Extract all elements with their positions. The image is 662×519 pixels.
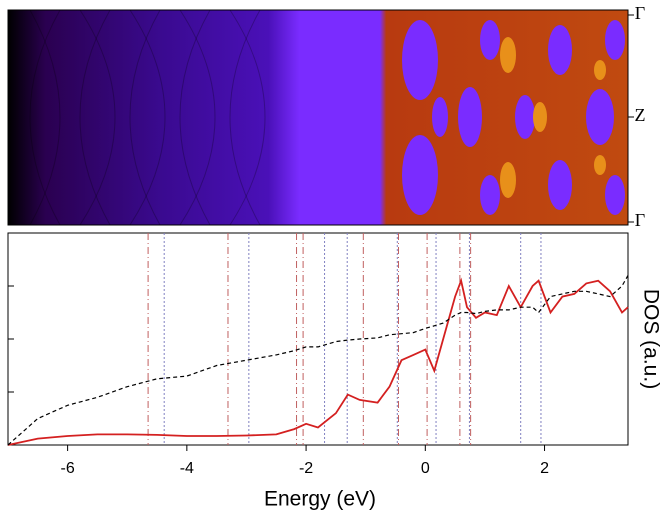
- x-tick-label: -6: [60, 460, 74, 477]
- kpoint-label: Γ: [635, 210, 645, 230]
- x-tick-label: 0: [421, 460, 430, 477]
- dos-line: [7, 277, 629, 446]
- heatmap-waves: [29, 9, 266, 226]
- heatmap-pattern: [402, 20, 625, 215]
- kpoint-label: Z: [635, 105, 646, 125]
- x-axis-label: Energy (eV): [264, 488, 376, 511]
- x-tick-label: 2: [540, 460, 549, 477]
- x-tick-label: -2: [299, 460, 313, 477]
- dos-line: [7, 275, 629, 446]
- kpoint-label: Γ: [635, 3, 645, 23]
- heatmap-hot: [500, 37, 606, 198]
- x-tick-label: -4: [180, 460, 194, 477]
- plot-frame: [7, 232, 629, 446]
- heatmap: [7, 9, 629, 226]
- y-axis-label: DOS (a.u.): [639, 289, 662, 389]
